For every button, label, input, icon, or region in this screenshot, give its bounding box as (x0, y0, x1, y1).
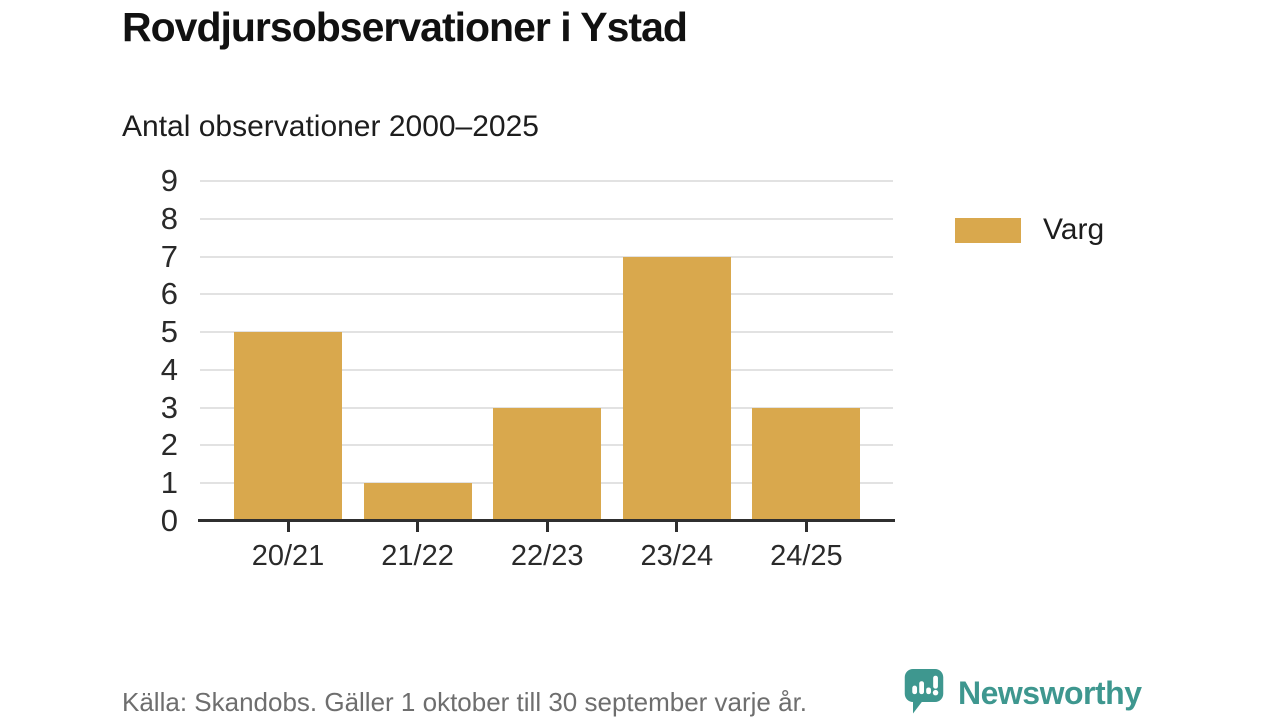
x-tick-20-21 (286, 522, 290, 532)
gridline-y-9 (200, 180, 893, 182)
x-tick-label-22-23: 22/23 (510, 540, 584, 572)
newsworthy-speech-bubble-chart-icon (902, 666, 946, 720)
x-tick-21-22 (416, 522, 420, 532)
legend-label: Varg (1043, 213, 1105, 246)
bar-22-23 (493, 407, 602, 521)
gridline-y-3 (200, 406, 893, 409)
brand-name: Newsworthy (958, 675, 1142, 711)
bar-24-25 (752, 407, 861, 521)
x-axis-line (198, 519, 895, 522)
x-tick-label-20-21: 20/21 (251, 540, 325, 572)
y-tick-label-8: 8 (160, 200, 178, 236)
plot-area (200, 180, 893, 521)
source-note: Källa: Skandobs. Gäller 1 oktober till 3… (122, 687, 808, 717)
y-tick-label-2: 2 (160, 427, 178, 463)
bar-23-24 (622, 256, 731, 521)
bar-20-21 (234, 332, 342, 521)
bar-21-22 (363, 483, 472, 521)
gridline-y-8 (200, 217, 893, 220)
y-tick-label-0: 0 (160, 503, 178, 538)
gridline-y-5 (200, 331, 893, 334)
y-tick-label-3: 3 (160, 389, 178, 425)
x-tick-24-25 (804, 522, 808, 532)
y-tick-label-7: 7 (160, 238, 178, 274)
legend-swatch-varg (955, 217, 1021, 243)
x-tick-label-24-25: 24/25 (770, 540, 843, 572)
legend: Varg (955, 213, 1104, 247)
gridline-y-7 (200, 255, 893, 258)
y-tick-label-9: 9 (160, 163, 178, 198)
x-tick-23-24 (675, 522, 679, 532)
y-tick-label-4: 4 (160, 351, 178, 387)
x-tick-label-21-22: 21/22 (381, 540, 454, 572)
gridline-y-4 (200, 368, 893, 371)
y-tick-label-5: 5 (160, 314, 178, 350)
brand-logo: Newsworthy (902, 666, 1142, 720)
x-tick-label-23-24: 23/24 (640, 540, 714, 572)
y-tick-label-6: 6 (160, 276, 178, 312)
chart-subtitle: Antal observationer 2000–2025 (122, 110, 539, 143)
gridline-y-6 (200, 293, 893, 296)
y-tick-label-1: 1 (160, 465, 178, 501)
page-title: Rovdjursobservationer i Ystad (122, 4, 688, 50)
x-tick-22-23 (545, 522, 549, 532)
